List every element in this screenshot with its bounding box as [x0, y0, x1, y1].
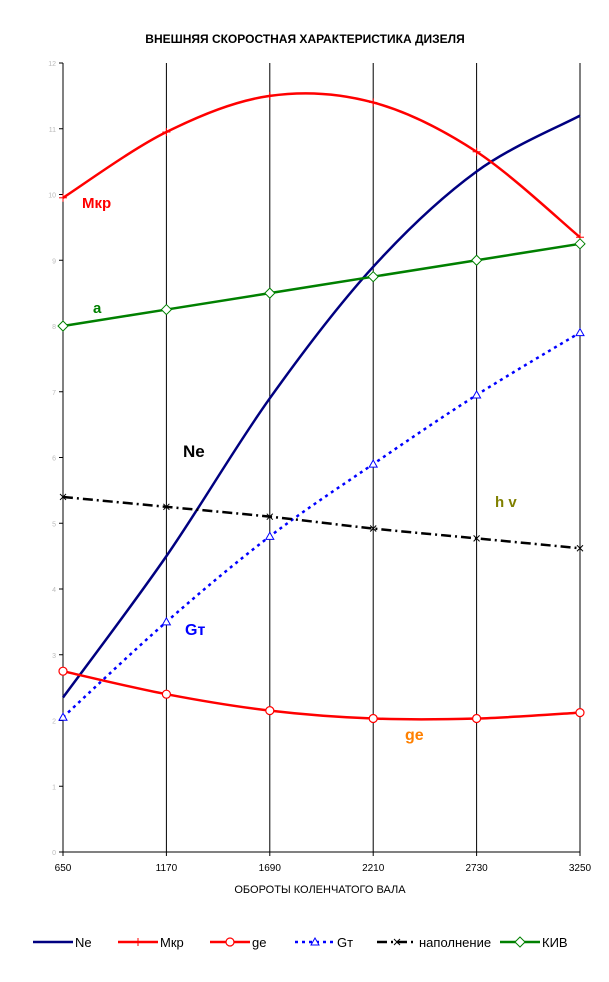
legend-marker-5: [514, 936, 526, 948]
legend-label-2: ge: [252, 935, 266, 950]
series-3-point-5: [575, 327, 585, 337]
series-5-point-4: [470, 254, 483, 266]
legend-marker-4: [393, 938, 401, 946]
legend-marker-1: [134, 938, 142, 946]
y-tick-label-1: 1: [52, 784, 56, 791]
series-5-point-5: [574, 238, 586, 250]
series-line-3: [62, 331, 581, 719]
series-3-point-3: [368, 459, 379, 468]
series-1-point-1: [162, 128, 171, 137]
series-lines: [61, 92, 581, 721]
annotation-a: a: [93, 300, 102, 317]
legend-marker-2: [225, 937, 235, 947]
y-tick-label-4: 4: [52, 587, 56, 594]
series-3-point-2: [264, 531, 275, 540]
y-tick-label-2: 2: [52, 719, 56, 726]
series-4-point-0: [59, 493, 67, 501]
legend-label-4: наполнение: [419, 935, 491, 950]
gridlines: [165, 63, 581, 852]
annotation-ne: Ne: [183, 442, 205, 461]
x-tick-label-0: 650: [55, 863, 72, 874]
series-line-1: [62, 92, 581, 239]
series-line-4: [62, 495, 581, 550]
series-line-5: [62, 242, 581, 328]
series-2-point-0: [58, 666, 68, 676]
y-tick-label-0: 0: [52, 850, 56, 857]
series-2-point-5: [575, 708, 585, 718]
legend: Ne Мкр ge Gт наполнение КИВ: [33, 935, 568, 950]
chart-title: ВНЕШНЯЯ СКОРОСТНАЯ ХАРАКТЕРИСТИКА ДИЗЕЛЯ: [145, 32, 464, 46]
y-tick-label-11: 11: [49, 127, 56, 134]
series-2-point-1: [161, 689, 171, 699]
series-4-point-1: [163, 503, 170, 511]
series-3-point-4: [471, 390, 482, 399]
x-tick-label-2: 1690: [259, 863, 282, 874]
series-4-point-3: [369, 525, 377, 532]
annotation-mkr: Мкр: [82, 195, 111, 212]
y-tick-label-5: 5: [52, 521, 56, 528]
x-ticks: 650 1170 1690 2210 2730 3250: [55, 852, 592, 874]
series-markers: [57, 91, 586, 724]
series-4-point-4: [473, 535, 480, 542]
series-1-point-4: [472, 147, 481, 156]
series-3-point-1: [161, 616, 172, 626]
y-tick-label-12: 12: [48, 61, 56, 68]
annotation-ge: ge: [405, 727, 424, 744]
series-2-point-4: [472, 713, 482, 724]
x-tick-label-1: 1170: [156, 863, 178, 874]
series-2-point-3: [368, 713, 378, 724]
series-3-point-0: [58, 712, 68, 721]
series-line-0: [61, 114, 581, 699]
curve-labels: Мкр a Ne h v Gт ge: [82, 195, 517, 744]
series-line-2: [62, 669, 581, 721]
x-tick-label-3: 2210: [362, 863, 385, 874]
series-2-point-2: [265, 706, 275, 716]
x-tick-label-5: 3250: [569, 863, 592, 874]
x-tick-label-4: 2730: [465, 863, 488, 874]
y-tick-label-7: 7: [52, 390, 56, 397]
plot-area: [62, 63, 580, 853]
series-4-point-2: [266, 513, 274, 521]
series-1-point-0: [59, 193, 67, 202]
series-5-point-1: [160, 303, 173, 316]
y-tick-label-6: 6: [52, 456, 56, 463]
x-axis-label: ОБОРОТЫ КОЛЕНЧАТОГО ВАЛА: [234, 884, 406, 896]
legend-label-1: Мкр: [160, 935, 184, 950]
series-5-point-2: [264, 287, 276, 299]
y-tick-label-3: 3: [52, 653, 56, 660]
legend-label-0: Ne: [75, 935, 92, 950]
series-1-point-3: [369, 98, 378, 107]
series-5-point-0: [57, 320, 69, 332]
legend-marker-3: [310, 936, 320, 946]
legend-label-5: КИВ: [542, 935, 568, 950]
y-tick-label-10: 10: [48, 193, 56, 200]
y-tick-label-9: 9: [52, 258, 56, 265]
y-tick-label-8: 8: [52, 324, 56, 331]
annotation-hv: h v: [495, 494, 517, 511]
series-1-point-2: [265, 91, 274, 100]
series-4-point-5: [576, 544, 584, 552]
annotation-gt: Gт: [185, 622, 205, 639]
legend-label-3: Gт: [337, 935, 353, 950]
series-5-point-3: [367, 270, 379, 283]
